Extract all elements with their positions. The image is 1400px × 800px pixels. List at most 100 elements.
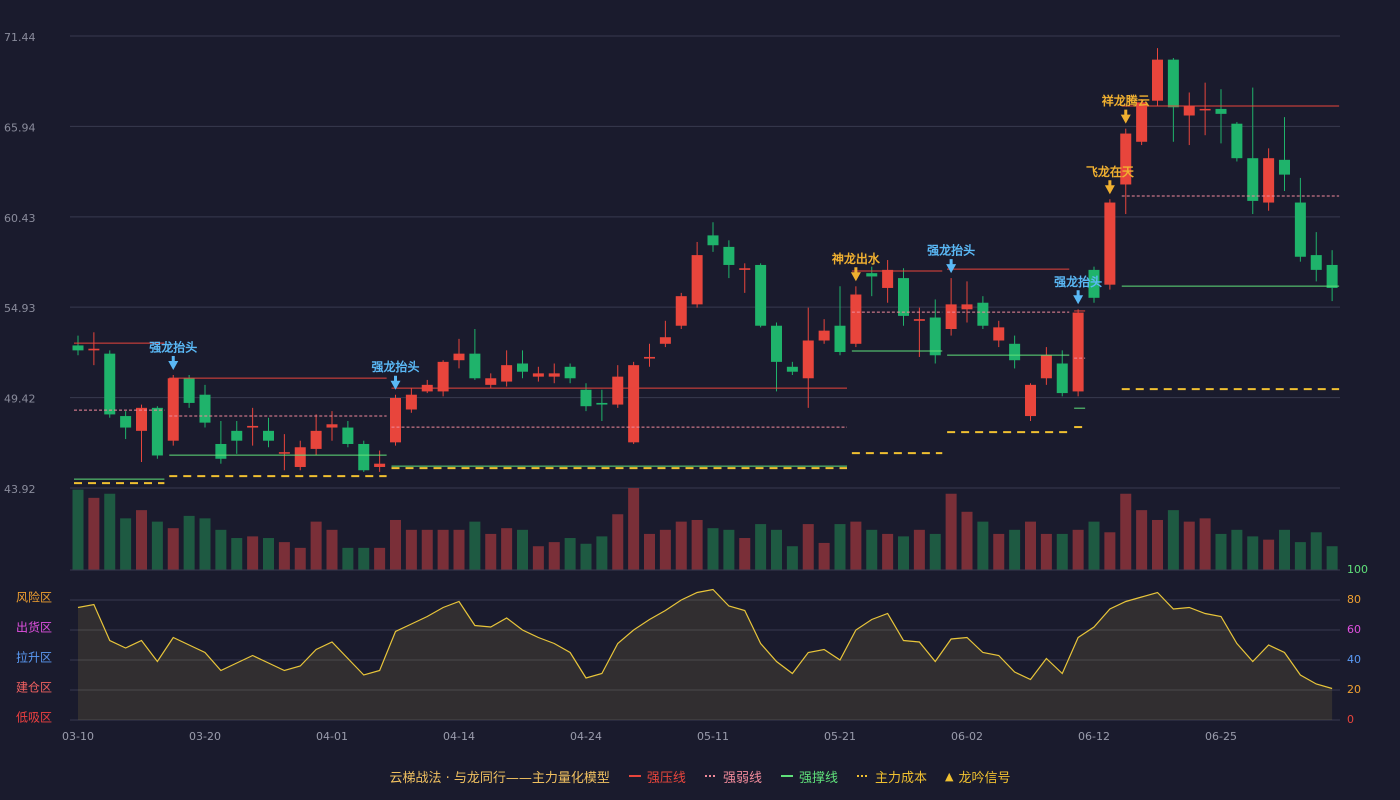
volume-bar bbox=[675, 521, 687, 570]
y2-tick-label: 60 bbox=[1347, 623, 1361, 636]
volume-bar bbox=[1152, 519, 1163, 570]
volume-bar bbox=[1310, 532, 1322, 570]
candle-body bbox=[1263, 158, 1275, 203]
legend-label: 强撑线 bbox=[798, 770, 838, 786]
zone-label: 低吸区 bbox=[16, 711, 52, 725]
volume-bar bbox=[437, 529, 449, 570]
y-tick-label: 49.42 bbox=[4, 393, 36, 406]
volume-bar bbox=[1231, 529, 1243, 570]
candle-body bbox=[294, 447, 306, 467]
candle-body bbox=[929, 317, 941, 356]
candle-body bbox=[1231, 123, 1243, 159]
candle-body bbox=[1152, 59, 1163, 101]
volume-bar bbox=[517, 529, 528, 570]
candle-body bbox=[485, 378, 497, 385]
volume-bar bbox=[72, 489, 84, 570]
candle-body bbox=[517, 363, 528, 372]
zone-label: 风险区 bbox=[16, 590, 52, 605]
candle-body bbox=[977, 302, 989, 326]
candle-body bbox=[659, 337, 671, 344]
legend-item: 强撑线 bbox=[780, 767, 838, 786]
volume-bar bbox=[580, 543, 592, 570]
zone-label: 拉升区 bbox=[16, 650, 52, 665]
volume-bar bbox=[421, 529, 433, 570]
candle-body bbox=[1199, 108, 1211, 111]
volume-bar bbox=[231, 538, 243, 570]
candle-body bbox=[469, 353, 481, 379]
candle-body bbox=[1136, 102, 1148, 142]
volume-bar bbox=[945, 493, 957, 570]
candle-body bbox=[755, 264, 767, 326]
y2-tick-label: 40 bbox=[1347, 653, 1361, 666]
candle-body bbox=[834, 325, 846, 353]
volume-bar bbox=[913, 529, 925, 570]
volume-bar bbox=[326, 529, 338, 570]
candle-body bbox=[1025, 384, 1036, 417]
candle-body bbox=[771, 325, 782, 362]
volume-bar bbox=[1088, 521, 1100, 570]
legend-swatch bbox=[856, 775, 869, 777]
chart: 43.92 49.42 54.93 60.43 65.94 71.44 03-10 03-20… bbox=[4, 31, 1368, 743]
y2-tick-label: 0 bbox=[1347, 713, 1354, 726]
candle-body bbox=[723, 246, 735, 265]
legend-label: 主力成本 bbox=[874, 770, 927, 786]
signal-label: 强龙抬头 bbox=[149, 340, 197, 355]
legend: 云梯战法 · 与龙同行——主力量化模型 强压线 强弱线 强撑线 主力成本 ▲ 龙吟信号 bbox=[0, 764, 1400, 788]
signal-label: 飞龙在天 bbox=[1086, 164, 1135, 179]
volume-bar bbox=[628, 488, 640, 570]
volume-bar bbox=[739, 538, 751, 570]
x-tick-label: 06-12 bbox=[1078, 730, 1110, 743]
candle-body bbox=[1040, 355, 1052, 379]
candle-body bbox=[866, 273, 878, 277]
volume-bar bbox=[310, 521, 322, 570]
signal-label: 强龙抬头 bbox=[1054, 274, 1102, 289]
signal-arrow bbox=[850, 267, 861, 282]
y-tick-label: 65.94 bbox=[4, 121, 36, 134]
candle-body bbox=[358, 443, 370, 471]
candle-body bbox=[342, 427, 354, 444]
volume-bar bbox=[294, 547, 306, 570]
candle-body bbox=[707, 235, 719, 246]
volume-bar bbox=[1294, 542, 1306, 570]
candle-body bbox=[993, 327, 1005, 341]
legend-item: 强压线 bbox=[628, 767, 686, 786]
volume-bar bbox=[453, 529, 465, 570]
volume-bar bbox=[802, 524, 814, 570]
candle-body bbox=[1056, 363, 1068, 394]
zone-label: 出货区 bbox=[16, 620, 52, 635]
y2-tick-label: 80 bbox=[1347, 593, 1361, 606]
legend-swatch bbox=[704, 775, 717, 777]
candle-body bbox=[612, 376, 624, 405]
volume-bar bbox=[1247, 536, 1259, 570]
volume-bar bbox=[342, 547, 354, 570]
volume-bar bbox=[1199, 518, 1211, 570]
candle-body bbox=[1279, 159, 1290, 175]
volume-bar bbox=[183, 515, 195, 570]
candle-body bbox=[675, 296, 687, 326]
volume-bar bbox=[961, 511, 973, 570]
x-tick-label: 05-21 bbox=[824, 730, 856, 743]
volume-bar bbox=[755, 524, 767, 570]
volume-bar bbox=[866, 529, 878, 570]
signal-label: 祥龙腾云 bbox=[1102, 93, 1150, 108]
candle-body bbox=[120, 416, 132, 428]
x-tick-label: 04-01 bbox=[316, 730, 348, 743]
volume-bar bbox=[818, 542, 830, 570]
candle-body bbox=[961, 304, 973, 310]
candle-body bbox=[882, 269, 894, 288]
candle-body bbox=[501, 365, 513, 382]
volume-bar bbox=[834, 524, 846, 570]
volume-bar bbox=[1136, 510, 1148, 570]
candle-body bbox=[72, 345, 84, 351]
candle-body bbox=[1215, 108, 1227, 114]
volume-bar bbox=[374, 547, 386, 570]
y2-tick-label: 100 bbox=[1347, 563, 1368, 576]
volume-bar bbox=[405, 529, 417, 570]
legend-swatch bbox=[628, 775, 641, 777]
signal-arrow bbox=[390, 375, 401, 390]
candle-body bbox=[802, 340, 814, 379]
candle-body bbox=[437, 361, 449, 392]
volume-bar bbox=[1326, 546, 1338, 570]
candle-body bbox=[850, 294, 862, 344]
